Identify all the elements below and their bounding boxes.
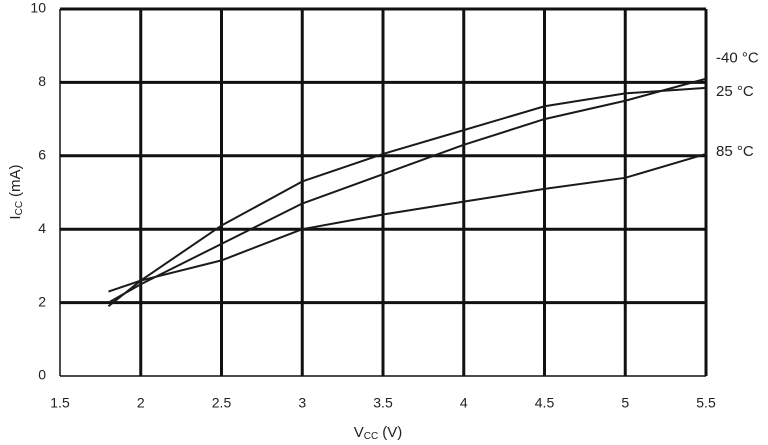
y-tick-label: 4 xyxy=(38,220,46,236)
x-label-symbol: V xyxy=(354,424,364,441)
y-label-subscript: CC xyxy=(14,201,25,215)
x-tick-label: 4 xyxy=(460,395,468,411)
x-label-unit: (V) xyxy=(382,424,402,441)
x-tick-label: 1.5 xyxy=(50,395,70,411)
y-tick-label: 10 xyxy=(30,0,46,16)
y-label-unit: (mA) xyxy=(7,164,24,197)
x-label-subscript: CC xyxy=(364,431,378,442)
y-tick-label: 6 xyxy=(38,147,46,163)
x-tick-label: 4.5 xyxy=(535,395,555,411)
series-label: -40 °C xyxy=(716,50,759,67)
x-tick-label: 3 xyxy=(298,395,306,411)
x-tick-label: 5 xyxy=(621,395,629,411)
x-tick-label: 2 xyxy=(137,395,145,411)
y-tick-label: 0 xyxy=(38,367,46,383)
x-tick-label: 2.5 xyxy=(212,395,232,411)
x-tick-label: 5.5 xyxy=(696,395,716,411)
x-axis-label: VCC (V) xyxy=(354,424,402,442)
series-label: 85 °C xyxy=(716,143,754,160)
y-tick-label: 2 xyxy=(38,293,46,309)
series-label: 25 °C xyxy=(716,83,754,100)
y-label-symbol: I xyxy=(7,215,24,219)
y-tick-label: 8 xyxy=(38,73,46,89)
x-tick-label: 3.5 xyxy=(373,395,393,411)
series-line xyxy=(108,153,707,293)
series-line xyxy=(107,86,707,308)
series-line xyxy=(107,77,707,304)
y-axis-label: ICC (mA) xyxy=(7,164,25,219)
